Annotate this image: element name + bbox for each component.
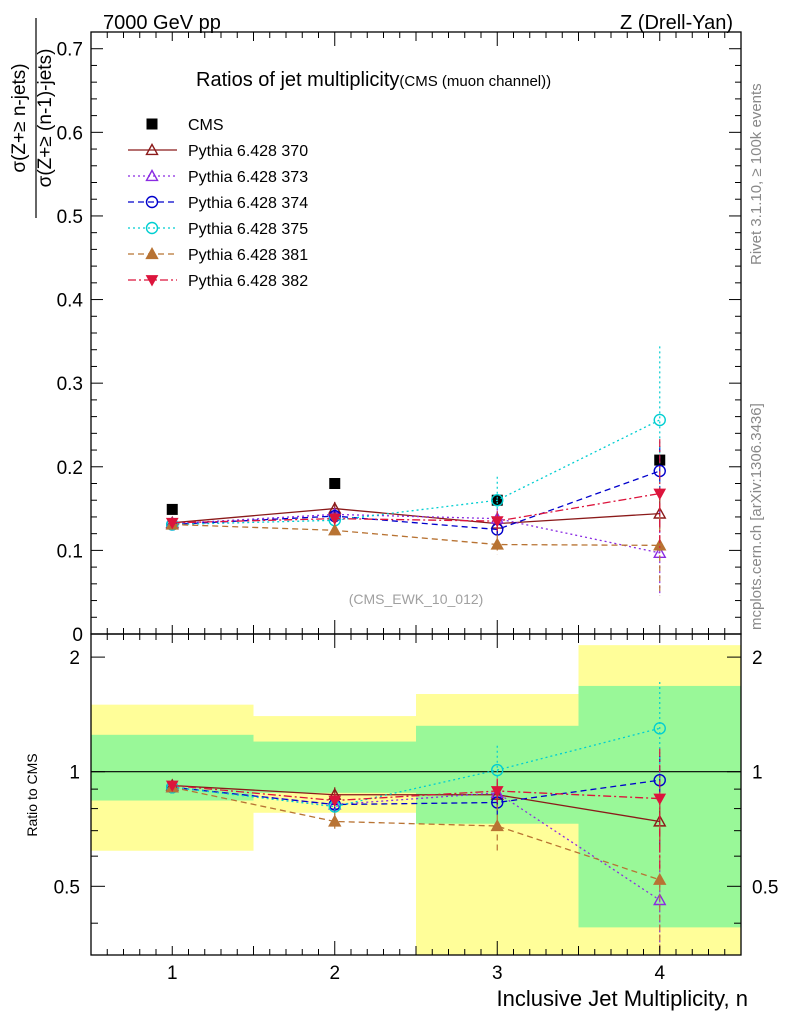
ratio-y-tick-label: 1 xyxy=(69,763,80,784)
y-tick-label: 0.3 xyxy=(57,374,83,395)
legend: CMS Pythia 6.428 370 Pythia 6.428 373 Pythi… xyxy=(128,117,308,290)
series-line xyxy=(172,492,660,524)
ratio-data-point xyxy=(165,780,179,793)
data-point xyxy=(653,538,667,551)
ratio-plot: 1 2 3 4 0.5 0.5 1 1 2 2 xyxy=(54,633,778,984)
ratio-data-point xyxy=(490,819,504,832)
main-ylabel: σ(Z+≥ n-jets) σ(Z+≥ (n-1)-jets) xyxy=(9,18,56,218)
legend-marker xyxy=(145,169,159,182)
data-point xyxy=(165,517,179,530)
data-point xyxy=(328,513,342,526)
y-tick-label: 0 xyxy=(72,625,83,646)
series-line xyxy=(172,470,660,531)
legend-marker xyxy=(145,247,159,260)
legend-marker xyxy=(145,221,159,235)
ratio-data-point xyxy=(653,893,667,906)
y-tick-label: 0.5 xyxy=(57,207,83,228)
legend-label: Pythia 6.428 375 xyxy=(188,221,308,238)
ratio-data-point xyxy=(653,793,667,806)
ratio-y-tick-label-right: 1 xyxy=(752,763,763,784)
legend-entry: Pythia 6.428 370 xyxy=(128,143,308,160)
ratio-series-line xyxy=(172,727,660,808)
ratio-series-line xyxy=(172,784,660,823)
rivet-version: Rivet 3.1.10, ≥ 100k events xyxy=(748,83,765,265)
ratio-y-tick-label: 0.5 xyxy=(54,877,80,898)
data-point xyxy=(490,537,504,550)
legend-label: Pythia 6.428 373 xyxy=(188,169,308,186)
x-tick-label: 1 xyxy=(167,963,178,984)
main-title: Ratios of jet multiplicity(CMS (muon cha… xyxy=(196,69,551,91)
legend-entry: Pythia 6.428 382 xyxy=(128,273,308,290)
mcplots-reference: mcplots.cern.ch [arXiv:1306.3436] xyxy=(748,403,765,630)
legend-label: Pythia 6.428 374 xyxy=(188,195,308,212)
ratio-series-line xyxy=(172,779,660,806)
data-point xyxy=(329,478,341,489)
main-title-text: Ratios of jet multiplicity xyxy=(196,69,399,91)
legend-entry: CMS xyxy=(146,117,224,134)
legend-entry: Pythia 6.428 373 xyxy=(128,169,308,186)
legend-entry: Pythia 6.428 375 xyxy=(128,221,308,238)
ratio-data-point xyxy=(653,872,667,885)
legend-label: CMS xyxy=(188,117,224,134)
y-tick-label: 0.4 xyxy=(57,291,84,312)
legend-entry: Pythia 6.428 381 xyxy=(128,247,308,264)
ratio-data-point xyxy=(490,786,504,798)
legend-label: Pythia 6.428 382 xyxy=(188,273,308,290)
ratio-data-point xyxy=(328,795,342,808)
main-ylabel-numerator: σ(Z+≥ n-jets) xyxy=(9,63,30,172)
main-ylabel-denominator: σ(Z+≥ (n-1)-jets) xyxy=(35,49,56,188)
ratio-xlabel: Inclusive Jet Multiplicity, n xyxy=(497,986,748,1011)
series-line xyxy=(172,419,661,526)
series-line xyxy=(172,507,660,525)
series-line xyxy=(172,513,660,554)
band-inner xyxy=(253,741,416,793)
legend-label: Pythia 6.428 381 xyxy=(188,247,308,264)
data-point xyxy=(328,523,342,536)
data-point xyxy=(166,503,178,515)
x-tick-label: 4 xyxy=(654,963,665,984)
ratio-series-line xyxy=(172,786,660,881)
data-point xyxy=(490,516,504,528)
legend-entry: Pythia 6.428 374 xyxy=(128,195,308,212)
ratio-series-line xyxy=(172,784,660,802)
ratio-data-point xyxy=(491,763,504,777)
ratio-ylabel: Ratio to CMS xyxy=(24,753,40,836)
legend-label: Pythia 6.428 370 xyxy=(188,143,308,160)
main-plot: 0 0.1 0.2 0.3 0.4 0.5 0.6 0.7 xyxy=(57,31,742,646)
y-tick-label: 0.2 xyxy=(57,458,83,479)
x-tick-label: 2 xyxy=(329,963,340,984)
legend-marker xyxy=(145,275,159,287)
main-subtitle: (CMS (muon channel)) xyxy=(399,73,551,90)
legend-marker xyxy=(145,143,159,156)
y-tick-label: 0.7 xyxy=(57,40,83,61)
legend-marker xyxy=(146,118,158,130)
data-point xyxy=(491,494,504,507)
series-line xyxy=(172,523,660,547)
y-tick-label: 0.6 xyxy=(57,123,83,144)
legend-marker xyxy=(145,195,159,209)
ratio-y-tick-label: 2 xyxy=(69,648,80,669)
x-tick-label: 3 xyxy=(492,963,503,984)
data-point xyxy=(653,488,667,501)
data-point xyxy=(653,413,666,427)
ratio-data-point xyxy=(653,722,666,735)
ratio-y-tick-label-right: 2 xyxy=(752,648,763,669)
analysis-watermark: (CMS_EWK_10_012) xyxy=(349,591,484,607)
header-right: Z (Drell-Yan) xyxy=(620,12,733,34)
ratio-data-point xyxy=(328,814,342,827)
header-left: 7000 GeV pp xyxy=(103,12,221,34)
y-tick-label: 0.1 xyxy=(57,541,83,562)
ratio-y-tick-label-right: 0.5 xyxy=(752,877,778,898)
